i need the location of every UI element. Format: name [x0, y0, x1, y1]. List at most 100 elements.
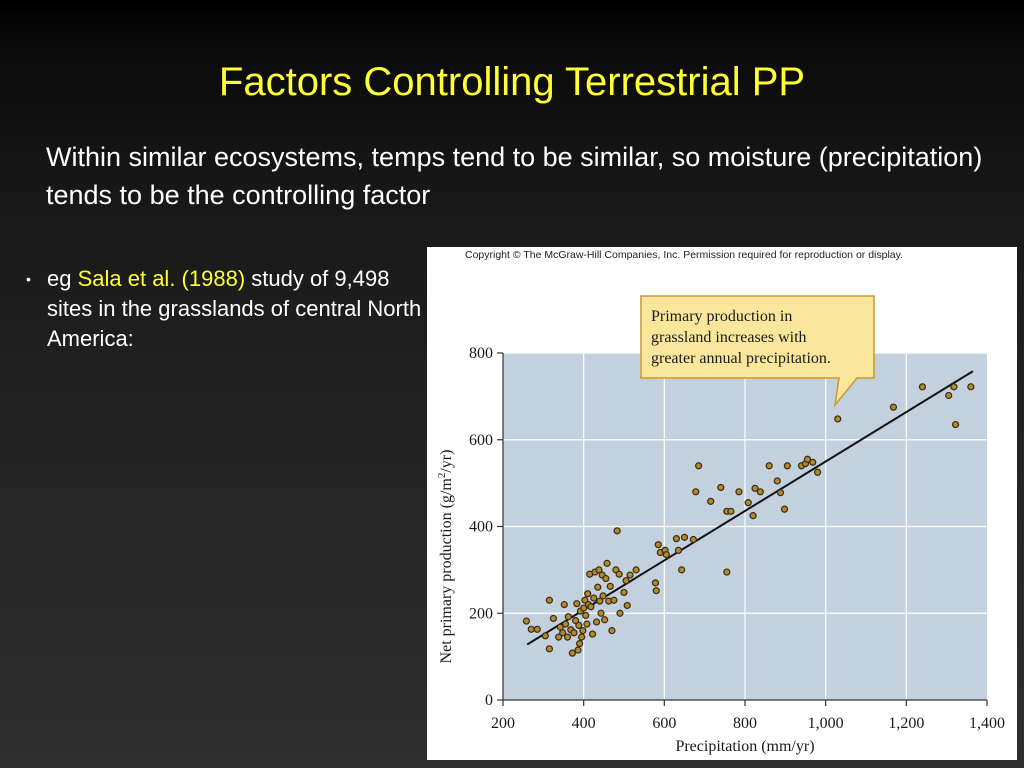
data-point	[945, 391, 953, 400]
data-point	[573, 600, 581, 608]
data-point	[692, 488, 700, 496]
data-point	[626, 571, 634, 579]
data-point	[756, 488, 764, 496]
bullet-suffix: study of 9,498 sites in the grasslands o…	[47, 266, 422, 351]
data-point	[610, 596, 618, 604]
data-point	[918, 383, 927, 391]
data-point	[588, 630, 597, 638]
data-point	[579, 627, 587, 635]
intro-text: Within similar ecosystems, temps tend to…	[46, 142, 983, 210]
data-point	[950, 383, 958, 391]
x-tick-label: 1,200	[888, 715, 924, 732]
data-point	[568, 649, 576, 657]
data-point	[967, 383, 975, 391]
data-point	[606, 582, 614, 590]
callout-line-1: Primary production in	[651, 308, 792, 325]
data-point	[533, 625, 541, 633]
data-point	[749, 512, 757, 520]
data-point	[608, 627, 616, 635]
copyright-notice: Copyright © The McGraw-Hill Companies, I…	[465, 249, 903, 261]
data-point	[615, 570, 623, 578]
data-point	[549, 614, 558, 623]
data-point	[583, 620, 591, 628]
data-point	[680, 533, 689, 541]
data-point	[689, 535, 697, 544]
data-point	[584, 590, 592, 598]
data-point	[662, 551, 670, 559]
data-point	[527, 625, 535, 633]
data-point	[651, 579, 660, 587]
data-point	[560, 600, 568, 609]
data-point	[834, 415, 842, 423]
data-point	[727, 507, 735, 515]
y-axis-label-end: /yr)	[438, 450, 455, 473]
data-points	[522, 383, 975, 657]
bullet-text: eg Sala et al. (1988) study of 9,498 sit…	[47, 264, 427, 354]
x-tick-label: 600	[652, 715, 676, 732]
data-point	[590, 594, 598, 602]
data-point	[632, 566, 640, 574]
data-point	[595, 566, 603, 574]
data-point	[751, 484, 759, 492]
data-point	[652, 587, 660, 595]
x-tick-label: 800	[733, 715, 757, 732]
data-point	[575, 621, 583, 629]
data-point	[602, 574, 610, 583]
data-point	[616, 609, 624, 617]
data-point	[561, 620, 570, 628]
y-tick-label: 800	[469, 345, 493, 362]
figure-panel: Copyright © The McGraw-Hill Companies, I…	[427, 247, 1017, 760]
data-point	[594, 583, 602, 591]
data-point	[592, 618, 601, 626]
x-tick-label: 200	[491, 715, 515, 732]
y-tick-label: 400	[469, 519, 493, 536]
x-axis-label: Precipitation (mm/yr)	[675, 738, 814, 755]
bullet-prefix: eg	[47, 266, 78, 291]
data-point	[620, 588, 628, 597]
data-point	[776, 489, 785, 497]
data-point	[580, 604, 588, 612]
data-point	[578, 633, 586, 641]
data-point	[654, 541, 662, 549]
data-point	[563, 633, 572, 641]
data-point	[601, 616, 609, 624]
y-tick-label: 0	[485, 692, 493, 709]
data-point	[613, 527, 621, 535]
data-point	[603, 559, 611, 567]
x-tick-label: 1,400	[969, 715, 1005, 732]
data-point	[572, 617, 580, 625]
callout-line-2: grassland increases with	[651, 329, 807, 346]
data-point	[672, 535, 681, 543]
data-point	[545, 596, 553, 604]
slide-title: Factors Controlling Terrestrial PP	[218, 60, 806, 104]
data-point	[587, 603, 595, 611]
data-point	[582, 611, 590, 620]
data-point	[678, 566, 686, 574]
data-point	[773, 477, 781, 485]
data-point	[695, 462, 703, 470]
data-point	[803, 455, 812, 463]
data-point	[809, 458, 817, 466]
citation-link[interactable]: Sala et al. (1988)	[77, 266, 246, 291]
data-point	[951, 420, 960, 429]
data-point	[814, 468, 822, 476]
data-point	[744, 499, 752, 507]
data-point	[783, 462, 791, 470]
data-point	[541, 632, 549, 640]
data-point	[723, 568, 731, 576]
callout-shape	[640, 295, 875, 408]
x-tick-label: 1,000	[808, 715, 844, 732]
y-tick-label: 200	[469, 605, 493, 622]
callout-box: Primary production in grassland increase…	[640, 295, 875, 408]
grid-lines	[503, 352, 987, 700]
x-tick-label: 400	[572, 715, 596, 732]
data-point	[570, 629, 578, 637]
data-point	[559, 629, 567, 637]
data-point	[545, 645, 553, 653]
data-point	[765, 462, 773, 470]
y-axis-label-sup: 2	[436, 473, 448, 479]
data-point	[597, 609, 605, 617]
data-point	[576, 640, 584, 648]
data-point	[574, 646, 582, 654]
y-tick-label: 600	[469, 432, 493, 449]
